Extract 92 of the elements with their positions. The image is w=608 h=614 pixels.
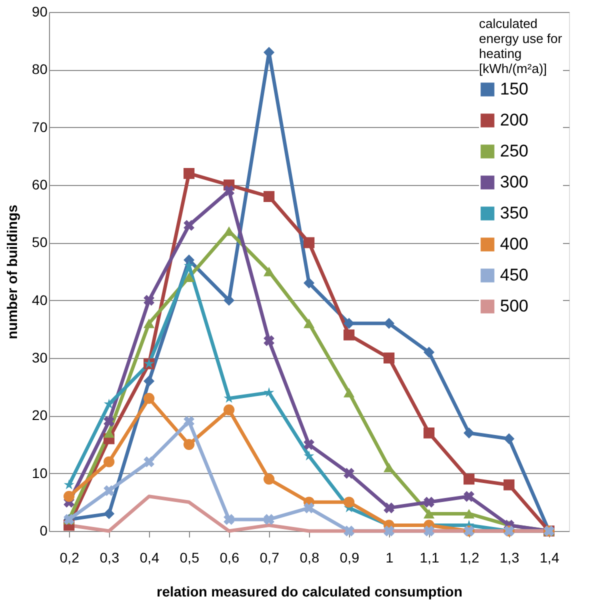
- x-tick-label: 0,7: [260, 550, 280, 566]
- x-tick-label: 1,1: [420, 550, 440, 566]
- y-axis-title: number of buildings: [4, 204, 20, 340]
- point: [304, 237, 314, 248]
- point: [344, 329, 354, 340]
- point: [384, 462, 394, 472]
- point: [424, 508, 434, 518]
- point: [304, 318, 314, 328]
- point: [464, 490, 474, 502]
- point: [224, 514, 234, 525]
- y-tick-label: 10: [32, 464, 48, 481]
- point: [184, 272, 194, 282]
- y-tick-label: 70: [32, 118, 48, 135]
- point: [424, 346, 434, 358]
- legend-label: 150: [500, 80, 528, 98]
- point: [104, 508, 114, 520]
- y-tick-label: 30: [32, 350, 48, 366]
- point: [344, 496, 354, 508]
- point: [64, 479, 74, 490]
- point: [424, 496, 434, 508]
- point: [104, 456, 114, 468]
- point: [144, 376, 154, 387]
- point: [424, 427, 434, 438]
- legend-label: 400: [500, 234, 528, 254]
- y-tick-label: 60: [32, 176, 48, 192]
- point: [384, 526, 394, 536]
- y-tick-label: 80: [32, 61, 48, 78]
- y-tick-label: 0: [40, 522, 48, 538]
- legend-label: 250: [500, 142, 528, 160]
- point: [224, 404, 234, 416]
- y-tick-label: 40: [32, 292, 48, 308]
- point: [344, 526, 354, 536]
- x-tick-label: 0,9: [340, 550, 360, 566]
- y-tick-label: 90: [32, 4, 48, 20]
- point: [344, 388, 354, 398]
- point: [104, 485, 114, 496]
- point: [144, 456, 154, 468]
- x-tick-label: 0,4: [140, 550, 160, 566]
- point: [184, 220, 194, 231]
- point: [144, 294, 154, 306]
- point: [504, 433, 514, 444]
- point: [464, 427, 474, 438]
- point: [384, 318, 394, 329]
- x-tick-label: 0,3: [100, 550, 120, 566]
- legend-label: 450: [500, 266, 528, 284]
- x-axis-title: relation measured do calculated consumption: [156, 584, 462, 600]
- point: [144, 318, 154, 328]
- x-tick-label: 1,3: [500, 550, 520, 566]
- point: [264, 191, 274, 202]
- y-tick-label: 20: [32, 407, 48, 424]
- point: [224, 294, 234, 306]
- legend-label: 500: [500, 296, 528, 316]
- point: [184, 439, 194, 450]
- x-tick-label: 0,5: [180, 550, 200, 566]
- point: [504, 479, 514, 490]
- point: [304, 439, 314, 450]
- point: [344, 318, 354, 329]
- point: [184, 416, 194, 427]
- point: [184, 260, 194, 270]
- x-tick-label: 0,6: [220, 550, 240, 566]
- point: [344, 468, 354, 479]
- point: [304, 502, 314, 514]
- point: [384, 502, 394, 514]
- x-tick-label: 1: [386, 550, 394, 566]
- point: [264, 387, 274, 398]
- point: [424, 526, 434, 536]
- legend-label: 300: [500, 172, 528, 192]
- legend-title: calculated energy use for heating [kWh/(m²a)]: [479, 16, 563, 76]
- point: [104, 398, 114, 409]
- point: [184, 168, 194, 179]
- point: [224, 185, 234, 196]
- legend-label: 350: [500, 204, 528, 222]
- point: [144, 392, 154, 404]
- point: [304, 450, 314, 460]
- point: [464, 474, 474, 485]
- point: [184, 254, 194, 266]
- point: [264, 514, 274, 525]
- x-tick-label: 0,8: [300, 550, 320, 566]
- point: [64, 490, 74, 502]
- point: [384, 352, 394, 364]
- legend-label: 200: [500, 110, 528, 130]
- point: [464, 508, 474, 518]
- point: [304, 278, 314, 289]
- y-tick-label: 50: [32, 234, 48, 250]
- point: [104, 428, 114, 438]
- point: [264, 474, 274, 485]
- point: [264, 266, 274, 276]
- point: [264, 335, 274, 346]
- point: [104, 416, 114, 427]
- x-tick-label: 1,4: [540, 550, 560, 566]
- x-tick-label: 1,2: [460, 550, 480, 566]
- x-tick-label: 0,2: [60, 550, 80, 566]
